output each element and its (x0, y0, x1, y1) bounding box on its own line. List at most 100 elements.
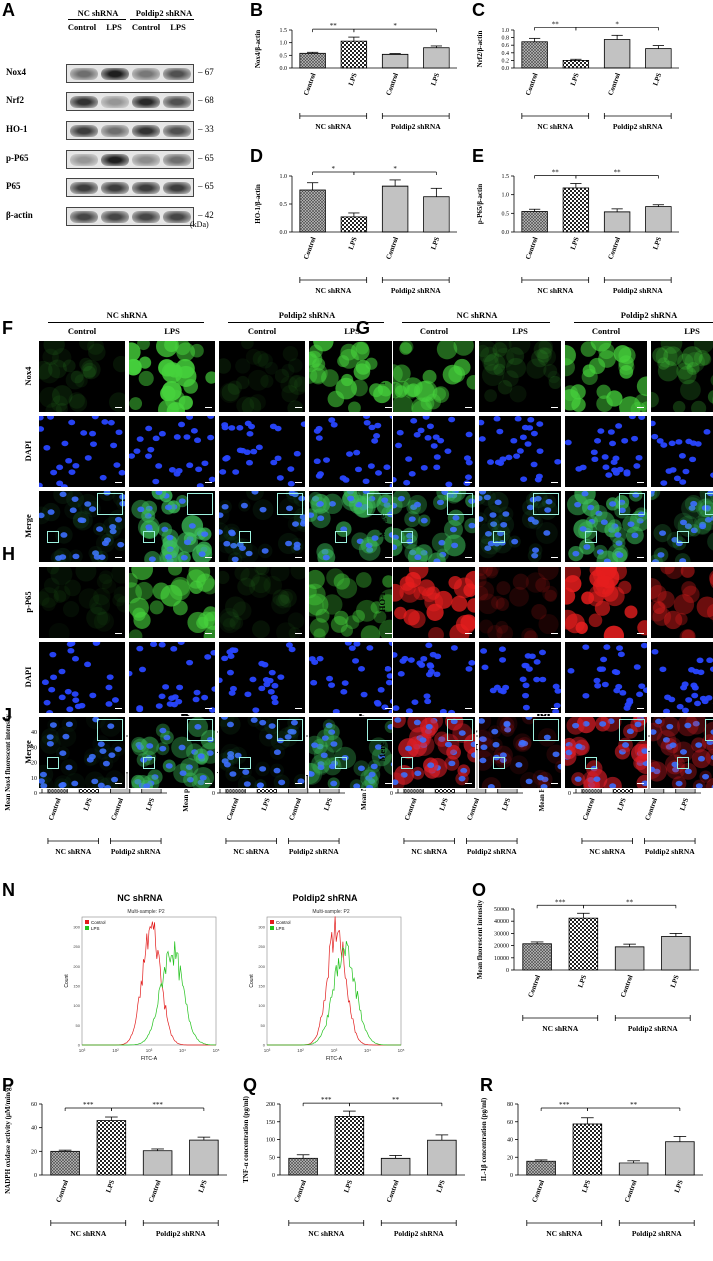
flow-x-tick-label: 10³ (264, 1048, 271, 1053)
chart-group-label: Poldip2 shRNA (632, 1229, 682, 1238)
chart-group-label: Poldip2 shRNA (394, 1229, 444, 1238)
flow-histogram-lps (82, 941, 216, 1046)
chart-bar (645, 48, 672, 69)
zoom-inset (187, 493, 213, 515)
chart-y-tick-label: 1.5 (280, 28, 288, 34)
chart-y-tick-label: 10000 (494, 956, 509, 962)
chart-bar (526, 1160, 556, 1176)
zoom-inset (705, 719, 713, 741)
chart-bar (665, 1141, 695, 1176)
group-header-line (48, 322, 204, 323)
micrograph-tile (648, 415, 713, 488)
chart-sig-label: ** (614, 168, 622, 176)
chart-y-tick-label: 60 (31, 1102, 37, 1108)
chart-bar (340, 40, 368, 69)
chart-c: Nrf2/β-actin 0.0 0.2 0.4 0.6 0.8 1.0 Control LPS… (472, 14, 687, 151)
chart-bar (381, 53, 409, 69)
micrograph-image (129, 716, 221, 797)
flow-histogram: Multi-sample: P2 Control LPS 0 50 100 150 200 25… (60, 907, 220, 1072)
flow-histogram: Multi-sample: P2 Control LPS 0 50 100 150 200 25… (245, 907, 405, 1072)
micrograph-image (298, 717, 406, 797)
micrograph-tile (209, 482, 316, 567)
chart-bar (381, 185, 409, 233)
chart-svg: TNF-α concentration (pg/ml) 0 50 100 150 200 C… (242, 1095, 465, 1238)
chart-bar (572, 1123, 603, 1176)
chart-x-tick-label: Control (293, 1179, 308, 1204)
micrograph-tile (298, 716, 406, 797)
chart-y-tick-label: 0.5 (280, 53, 288, 59)
chart-bar (562, 187, 590, 233)
chart-bar (603, 211, 631, 233)
flow-legend-label: Control (91, 920, 106, 925)
chart-x-tick-label: LPS (322, 797, 334, 812)
wb-band (101, 68, 129, 80)
chart-bar (288, 1157, 318, 1176)
wb-band (132, 154, 160, 166)
column-header: LPS (344, 326, 360, 336)
micrograph-image (565, 482, 651, 573)
micrograph-tile (35, 560, 134, 644)
chart-x-tick-label: LPS (576, 974, 588, 989)
micrograph-tile (477, 415, 562, 488)
chart-sig-label: * (332, 165, 336, 173)
micrograph-tile (643, 332, 713, 416)
wb-band (101, 125, 129, 137)
chart-sig-label: * (393, 22, 397, 30)
chart-svg: NADPH oxidase activity (μM/min/g) 0 20 40 60… (4, 1084, 227, 1238)
panel-label-r: R (480, 1075, 493, 1095)
wb-protein-label: Nrf2 (6, 95, 24, 105)
chart-svg: IL-1β concentration (pg/ml) 0 20 40 60 80 Cont… (480, 1097, 703, 1238)
chart-y-tick-label: 1.0 (280, 174, 288, 180)
scale-bar (115, 482, 122, 483)
chart-bar (142, 1150, 173, 1176)
column-header: Control (419, 326, 449, 336)
wb-band (132, 211, 160, 223)
wb-band (163, 125, 191, 137)
chart-group-label: NC shRNA (308, 1229, 345, 1238)
scale-bar (385, 783, 392, 784)
chart-y-tick-label: 30000 (494, 931, 509, 937)
chart-y-axis-label: TNF-α concentration (pg/ml) (242, 1095, 250, 1182)
micrograph-tile (564, 482, 651, 573)
scale-bar (551, 633, 558, 634)
panel-label-p: P (2, 1075, 15, 1095)
zoom-inset (277, 719, 303, 741)
flow-x-tick-label: 10⁴ (179, 1048, 186, 1053)
chart-x-tick-label: LPS (616, 797, 628, 812)
chart-x-tick-label: Control (644, 797, 659, 822)
chart-bar (522, 943, 552, 971)
zoom-region-box (335, 757, 347, 769)
chart-y-tick-label: 1.0 (280, 41, 288, 47)
chart-x-tick-label: LPS (429, 72, 441, 87)
chart-y-axis-label: HO-1/β-actin (254, 184, 262, 224)
micrograph-tile (308, 640, 397, 715)
flow-legend-swatch (270, 920, 274, 924)
chart-sig-label: *** (555, 898, 566, 906)
chart-group-label: NC shRNA (589, 847, 626, 856)
chart-y-tick-label: 0 (212, 791, 215, 797)
flow-legend-label: LPS (91, 926, 100, 931)
chart-bar (50, 1150, 80, 1176)
flow-y-tick-label: 100 (258, 1003, 265, 1008)
micrograph-tile (128, 485, 216, 572)
chart-sig-label: * (393, 165, 397, 173)
micrograph-image (640, 559, 713, 645)
micrograph-tile (33, 333, 130, 420)
chart-bar (299, 189, 326, 233)
zoom-region-box (239, 531, 251, 543)
chart-y-tick-label: 40 (507, 1138, 513, 1144)
chart-y-tick-label: 0.5 (502, 211, 510, 217)
chart-group-label: NC shRNA (546, 1229, 583, 1238)
chart-svg: p-P65/β-actin 0.0 0.5 1.0 1.5 Control LPS Contr… (476, 168, 679, 295)
column-header: LPS (684, 326, 700, 336)
scale-bar (295, 783, 302, 784)
chart-y-tick-label: 0.0 (280, 66, 288, 72)
chart-y-tick-label: 40 (31, 1126, 37, 1132)
chart-sig-label: *** (83, 1101, 94, 1109)
chart-sig-label: *** (152, 1101, 163, 1109)
chart-y-tick-label: 0 (510, 1173, 513, 1179)
chart-x-tick-label: LPS (82, 797, 94, 812)
scale-bar (551, 557, 558, 558)
panel-label-b: B (250, 0, 263, 20)
zoom-region-box (239, 757, 251, 769)
